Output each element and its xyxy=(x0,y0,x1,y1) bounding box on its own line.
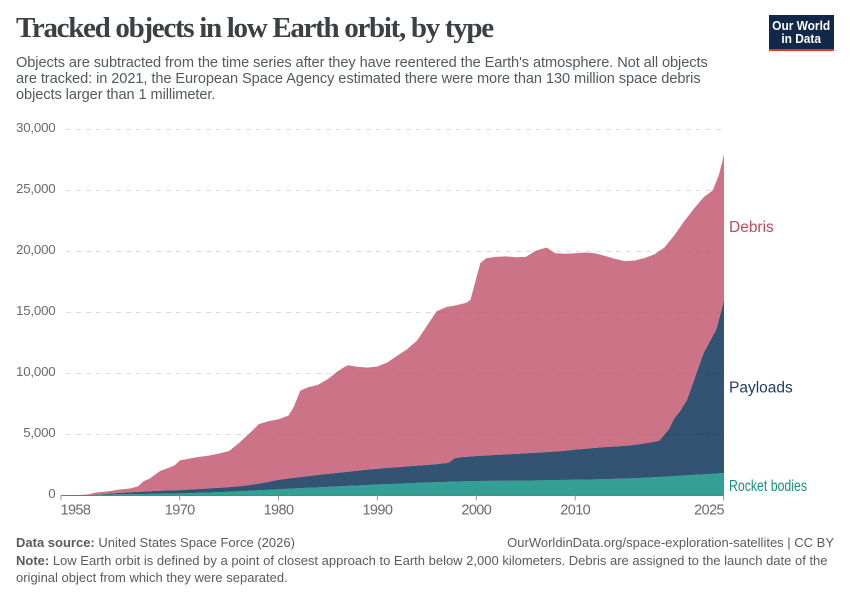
svg-text:1970: 1970 xyxy=(165,503,195,519)
svg-text:1980: 1980 xyxy=(264,503,294,519)
svg-text:2025: 2025 xyxy=(694,503,724,519)
svg-text:1958: 1958 xyxy=(61,503,91,519)
svg-text:2000: 2000 xyxy=(461,503,491,519)
svg-text:Debris: Debris xyxy=(729,219,774,236)
svg-text:2010: 2010 xyxy=(560,503,590,519)
svg-text:Payloads: Payloads xyxy=(729,380,793,397)
svg-text:20,000: 20,000 xyxy=(16,242,55,257)
svg-text:Rocket bodies: Rocket bodies xyxy=(729,478,807,495)
svg-text:0: 0 xyxy=(48,486,55,501)
svg-text:10,000: 10,000 xyxy=(16,364,55,379)
svg-text:5,000: 5,000 xyxy=(23,425,55,440)
svg-text:15,000: 15,000 xyxy=(16,303,55,318)
svg-text:30,000: 30,000 xyxy=(16,120,55,135)
svg-text:25,000: 25,000 xyxy=(16,181,55,196)
svg-text:1990: 1990 xyxy=(362,503,392,519)
